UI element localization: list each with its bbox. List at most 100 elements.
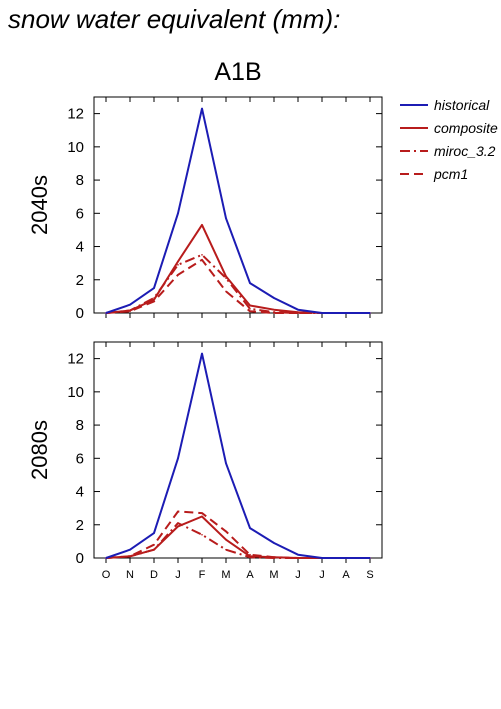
data-point: [345, 557, 347, 559]
legend: historical composite miroc_3.2 pcm1: [400, 97, 498, 182]
data-point: [201, 107, 203, 110]
data-point: [129, 303, 131, 306]
data-point: [249, 304, 251, 307]
data-point: [321, 312, 323, 314]
data-point: [225, 277, 227, 279]
data-point: [225, 217, 227, 220]
y-tick-label: 4: [76, 484, 84, 501]
data-point: [225, 462, 227, 465]
data-point: [297, 553, 299, 556]
x-tick-label: J: [295, 569, 301, 581]
y-tick-label: 12: [67, 351, 84, 368]
data-point: [249, 282, 251, 284]
data-point: [177, 525, 179, 528]
y-tick-label: 12: [67, 106, 84, 123]
data-point: [225, 538, 227, 541]
data-point: [153, 543, 155, 546]
data-point: [249, 308, 251, 310]
x-tick-label: J: [319, 569, 325, 581]
series-line-historical: [105, 107, 370, 314]
data-point: [129, 548, 131, 551]
data-point: [153, 298, 155, 301]
x-tick-label: O: [102, 569, 111, 581]
data-point: [273, 312, 275, 314]
data-point: [177, 260, 179, 263]
y-tick-label: 2: [76, 272, 84, 289]
data-point: [153, 297, 155, 299]
x-tick-label: D: [150, 569, 158, 581]
x-tick-label: A: [342, 569, 350, 581]
data-point: [201, 259, 203, 261]
data-point: [177, 457, 179, 460]
y-tick-label: 0: [76, 550, 84, 567]
chart-panel-2040s: 0 2 4 6 8 10 12 2040s: [27, 96, 383, 322]
data-point: [369, 557, 371, 559]
data-point: [225, 290, 227, 293]
data-point: [297, 312, 299, 314]
series-line-miroc-3-2: [105, 522, 370, 559]
data-point: [297, 308, 299, 311]
x-tick-label: M: [269, 569, 278, 581]
series-line-composite: [105, 223, 370, 314]
data-point: [297, 557, 299, 559]
data-point: [249, 527, 251, 529]
row-label-2080s: 2080s: [27, 420, 52, 480]
legend-label: pcm1: [433, 166, 468, 182]
data-point: [201, 352, 203, 355]
data-point: [249, 556, 251, 558]
data-point: [201, 224, 203, 226]
plot-frame: [93, 341, 383, 559]
data-point: [201, 512, 203, 514]
data-point: [177, 273, 179, 276]
data-point: [153, 300, 155, 303]
y-tick-label: 8: [76, 417, 84, 434]
data-point: [321, 557, 323, 559]
panel-title: A1B: [214, 58, 261, 86]
figure-title: snow water equivalent (mm):: [8, 4, 341, 34]
y-tick-label: 2: [76, 517, 84, 534]
data-point: [369, 312, 371, 314]
data-point: [177, 522, 179, 524]
legend-label: miroc_3.2: [434, 143, 496, 159]
x-tick-label: F: [199, 569, 206, 581]
y-tick-label: 6: [76, 450, 84, 467]
data-point: [345, 312, 347, 314]
data-point: [225, 275, 227, 278]
data-point: [153, 532, 155, 534]
y-tick-label: 8: [76, 172, 84, 189]
y-tick-label: 0: [76, 305, 84, 322]
series-line-pcm1: [105, 258, 370, 314]
data-point: [273, 556, 275, 558]
data-point: [177, 510, 179, 513]
y-tick-label: 10: [67, 384, 84, 401]
plot-frame: [93, 96, 383, 314]
x-tick-label: J: [175, 569, 181, 581]
y-tick-label: 10: [67, 139, 84, 156]
data-point: [201, 533, 203, 536]
data-point: [153, 548, 155, 551]
data-point: [249, 310, 251, 313]
row-label-2040s: 2040s: [27, 175, 52, 235]
legend-label: historical: [434, 97, 490, 113]
chart-panel-2080s: 0 2 4 6 8 10 12 O N D J F M A M J J A S 2080s: [27, 341, 383, 581]
data-point: [105, 557, 107, 559]
legend-label: composite: [434, 120, 498, 136]
data-point: [201, 254, 203, 256]
data-point: [129, 310, 131, 313]
data-point: [249, 553, 251, 556]
chart-panels: 0 2 4 6 8 10 12 2040s 0 2 4 6 8 10 12 O N D J F M A M J J A S 2080s: [27, 96, 383, 581]
x-tick-label: A: [246, 569, 254, 581]
data-point: [273, 308, 275, 311]
data-point: [225, 548, 227, 551]
x-tick-label: N: [126, 569, 134, 581]
data-point: [201, 515, 203, 518]
x-tick-label: M: [221, 569, 230, 581]
x-tick-label: S: [366, 569, 373, 581]
data-point: [225, 530, 227, 533]
y-tick-label: 6: [76, 205, 84, 222]
data-point: [153, 287, 155, 289]
data-point: [273, 297, 275, 299]
data-point: [177, 212, 179, 215]
data-point: [129, 555, 131, 558]
